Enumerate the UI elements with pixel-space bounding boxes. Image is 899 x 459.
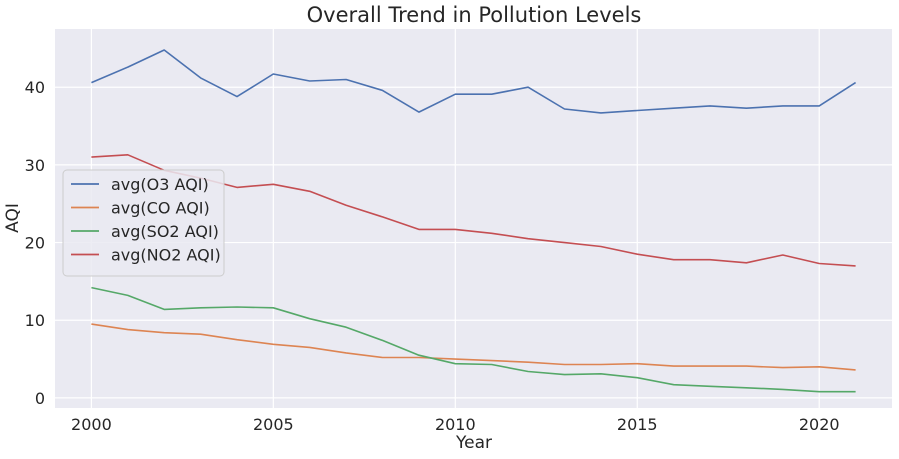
legend-label: avg(NO2 AQI) (111, 246, 221, 265)
x-tick-label: 2010 (435, 415, 476, 434)
x-axis-title: Year (455, 433, 492, 453)
x-tick-label: 2005 (253, 415, 294, 434)
series-line (91, 286, 856, 393)
y-tick-label: 40 (25, 78, 45, 97)
x-tick-label: 2020 (799, 415, 840, 434)
chart-title: Overall Trend in Pollution Levels (307, 3, 642, 27)
legend-label: avg(CO AQI) (111, 199, 210, 218)
y-tick-label: 10 (25, 311, 45, 330)
series-line (91, 49, 857, 114)
y-axis-ticks: 0 10 20 30 40 (25, 78, 45, 408)
legend-label: avg(SO2 AQI) (111, 222, 219, 241)
x-axis-ticks: 2000 2005 2010 2015 2020 (71, 415, 840, 434)
x-tick-label: 2015 (617, 415, 658, 434)
y-tick-label: 20 (25, 234, 45, 253)
legend: avg(O3 AQI) avg(CO AQI) avg(SO2 AQI) avg(NO… (62, 169, 225, 277)
series-line (91, 323, 856, 371)
y-tick-label: 0 (35, 389, 45, 408)
legend-box (62, 169, 225, 277)
y-axis-title: AQI (3, 203, 23, 233)
x-tick-label: 2000 (71, 415, 112, 434)
y-tick-label: 30 (25, 156, 45, 175)
legend-label: avg(O3 AQI) (111, 175, 209, 194)
